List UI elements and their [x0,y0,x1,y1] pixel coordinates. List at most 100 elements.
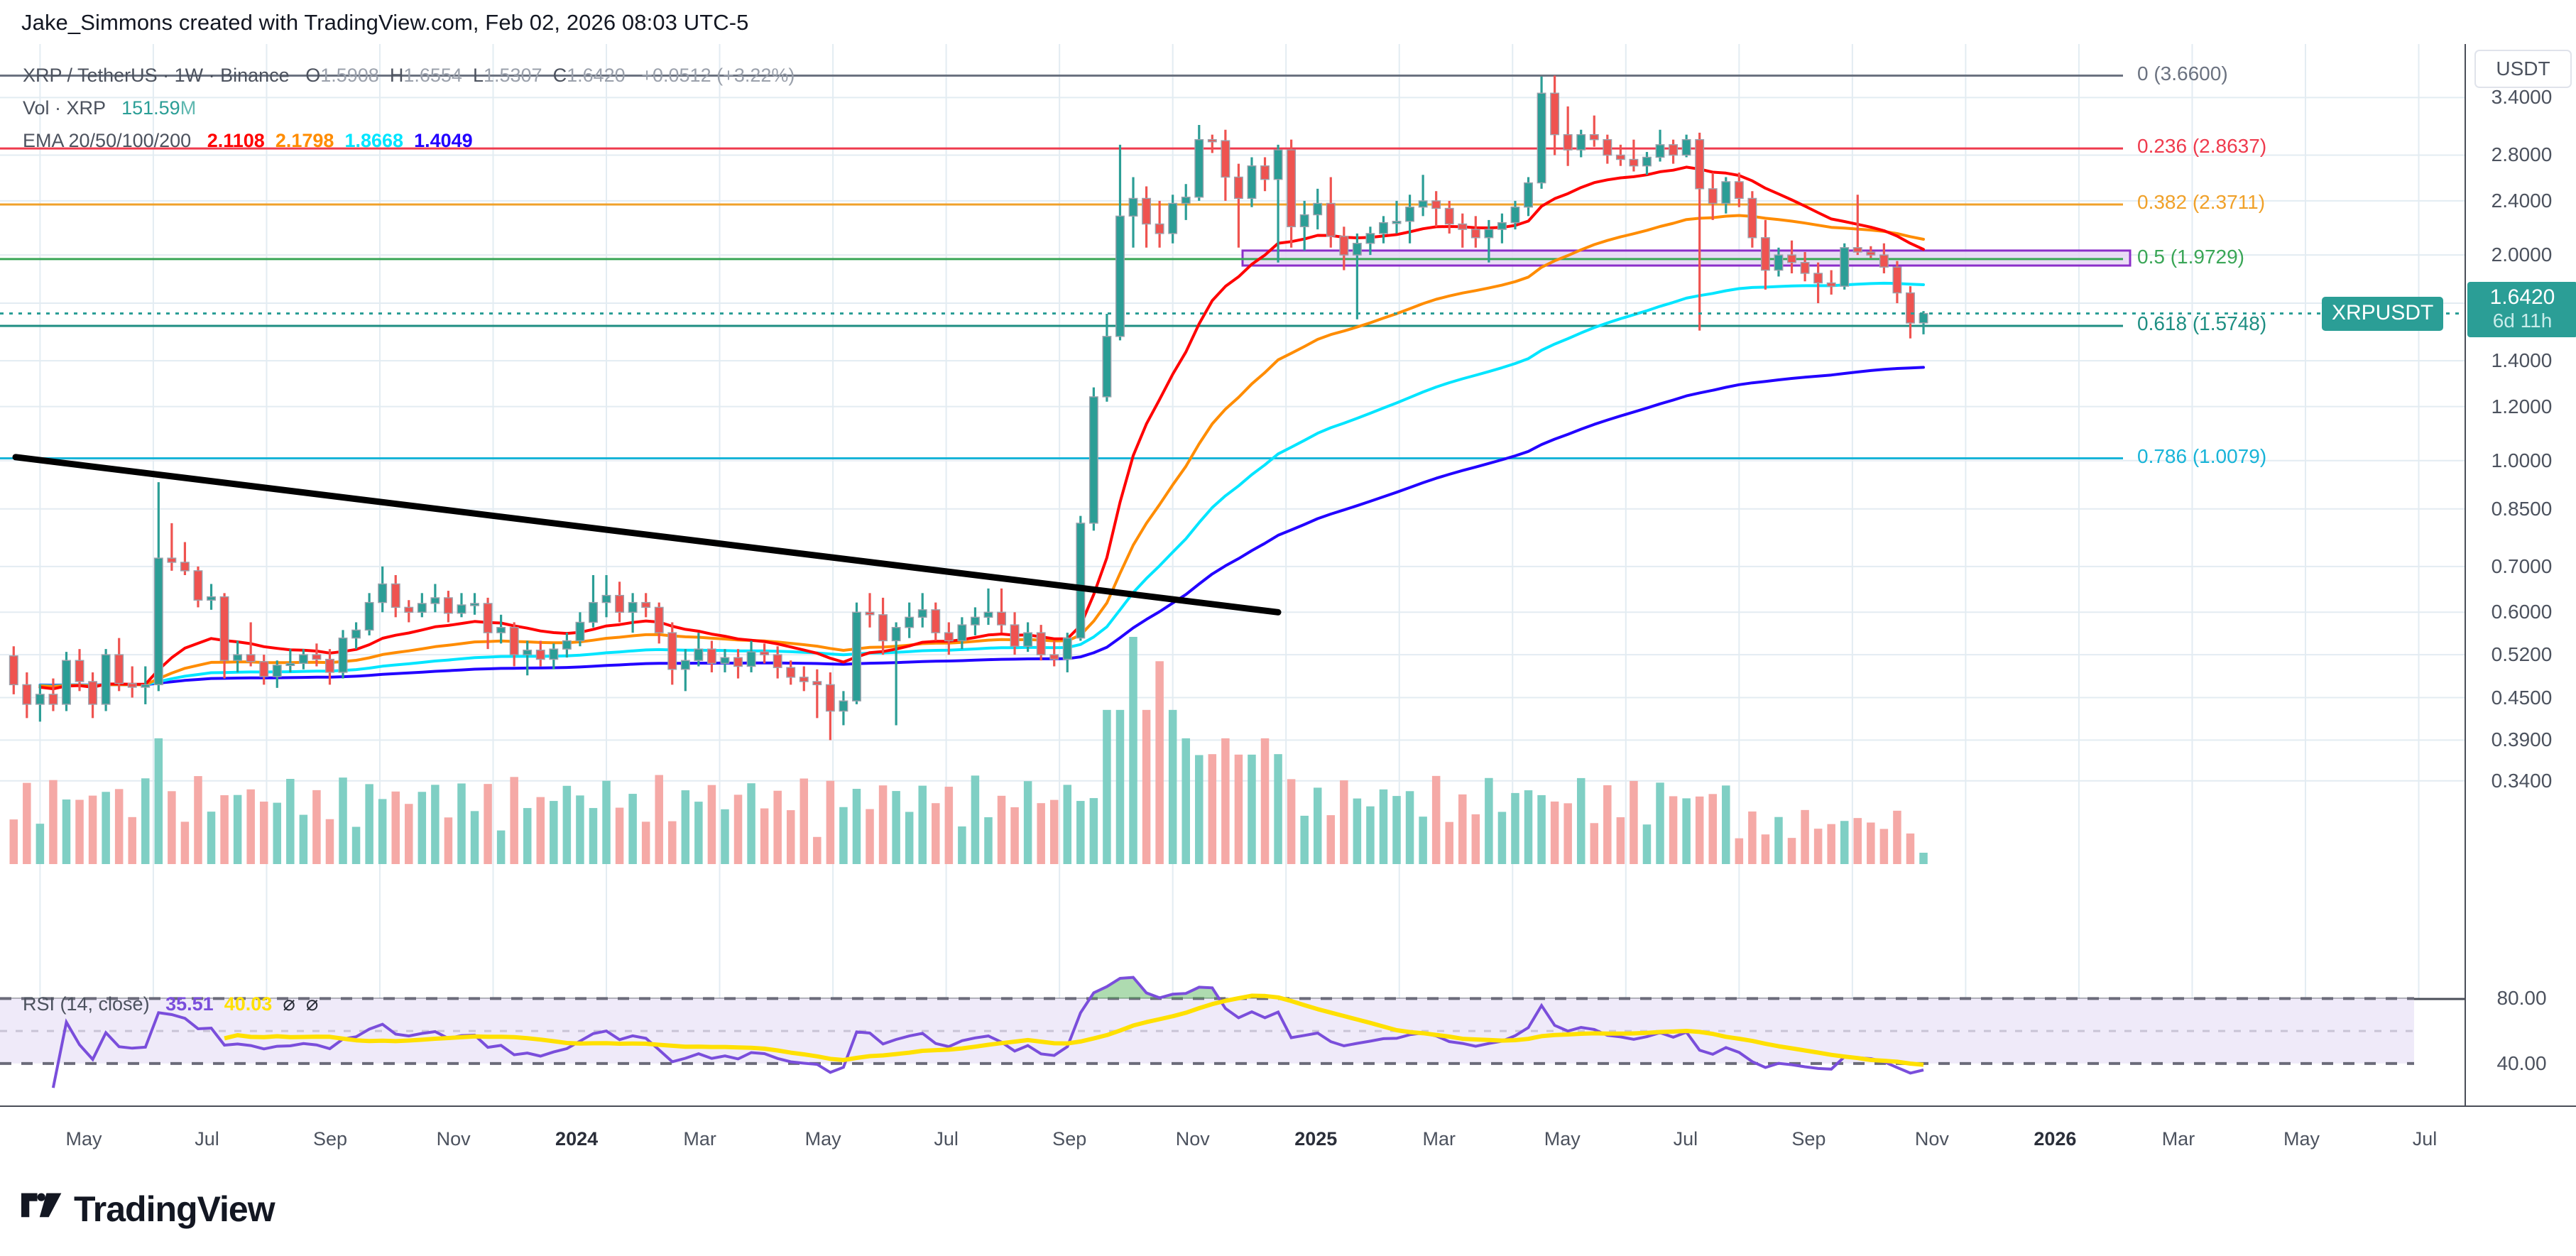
candle-body [615,594,625,613]
volume-bar [773,790,782,864]
volume-bar [1326,815,1336,864]
volume-bar [1260,738,1270,864]
volume-bar [628,794,637,864]
legend-ema-label[interactable]: EMA 20/50/100/200 [23,130,192,151]
volume-bar [88,795,97,864]
candle-body [773,654,782,668]
candle-body [1313,202,1323,216]
candle-body [1247,165,1257,200]
candle-body [1695,138,1705,190]
volume-bar [365,784,373,864]
candle-body [667,632,677,670]
candle-body [1444,207,1454,225]
legend-close-value: 1.6420 [567,65,626,86]
rsi-value: 35.51 [165,993,214,1015]
volume-bar [1563,803,1572,864]
volume-bar [1590,823,1599,864]
candle-body [931,609,941,633]
candle-body [1866,251,1876,256]
legend-symbol[interactable]: XRP / TetherUS · 1W · Binance [23,65,290,86]
volume-bar [207,812,216,864]
volume-bar [470,811,479,864]
candle-body [1615,154,1625,160]
volume-bar [1511,792,1519,864]
chart-canvas[interactable] [0,44,2465,1105]
volume-bar [1248,754,1256,864]
candle-body [1155,223,1164,234]
price-axis-currency: USDT [2474,50,2572,88]
volume-bar [1537,794,1546,864]
volume-bar [1458,794,1467,864]
candle-body [1537,92,1546,184]
volume-bar [641,821,650,864]
volume-bar [1669,796,1678,864]
volume-bar [1485,777,1493,864]
candle-body [1734,181,1744,200]
candle-body [852,611,861,701]
volume-bar [351,826,361,864]
price-axis[interactable]: USDT 3.40002.80002.40002.00001.70001.400… [2465,44,2576,1105]
volume-bar [799,778,809,864]
volume-bar [602,780,611,864]
time-tick-label: 2026 [2034,1128,2077,1149]
volume-bar [550,801,558,864]
candle-body [298,654,308,665]
candle-body [127,682,137,688]
candle-body [470,603,479,606]
candle-body [944,632,954,642]
legend-low-value: 1.5307 [483,65,542,86]
candle-body [483,603,493,633]
candle-body [523,650,533,655]
price-tick-label: 1.2000 [2491,395,2553,417]
volume-bar [1392,796,1401,864]
candle-body [430,597,440,604]
candle-body [957,624,967,642]
candle-body [101,654,111,705]
volume-bar [49,780,58,864]
candle-body [443,597,453,614]
time-tick-label: Nov [436,1128,471,1149]
volume-bar [694,802,703,864]
legend-volume-label[interactable]: Vol · XRP [23,97,106,119]
candle-body [562,640,572,650]
candlestick-series [9,75,1928,741]
time-tick-label: Nov [1175,1128,1210,1149]
attribution-text: Jake_Simmons created with TradingView.co… [21,10,749,35]
rsi-title[interactable]: RSI (14, close) [23,993,150,1015]
candle-body [312,654,322,660]
candle-body [983,611,993,618]
price-tick-label: 0.3900 [2491,728,2553,751]
volume-bar [786,810,795,864]
volume-bar [1471,814,1480,864]
volume-bar [1234,754,1243,864]
volume-bar [1208,754,1217,864]
price-tick-label: 3.4000 [2491,86,2553,109]
volume-bar [866,809,874,864]
candle-body [1524,182,1533,208]
candle-body [1747,197,1757,239]
candle-body [1800,261,1810,274]
candle-body [62,660,71,705]
candle-body [1813,273,1823,284]
volume-bar [1748,811,1757,864]
tradingview-logo: TradingView [21,1189,275,1230]
volume-bar [417,792,427,864]
volume-bar [878,785,888,864]
volume-bar [932,803,940,864]
volume-bar [1445,821,1453,864]
volume-bar [1023,781,1032,864]
volume-bar [1722,785,1730,864]
rsi-tick-label: 80.00 [2496,987,2547,1010]
volume-bar [1405,791,1414,864]
volume-bar [1893,810,1901,864]
time-axis[interactable]: May Jul Sep Nov 2024 Mar May Jul Sep Nov 2025 Mar Ma… [0,1105,2576,1175]
volume-bar [892,791,900,864]
volume-bar [1340,780,1348,864]
candle-body [575,621,585,642]
candle-body [496,627,506,633]
candle-body [1207,138,1217,143]
legend-open-label: O [305,65,321,86]
volume-bar [180,821,190,864]
symbol-price-tag: XRPUSDT [2322,296,2444,331]
candle-body [865,611,875,616]
